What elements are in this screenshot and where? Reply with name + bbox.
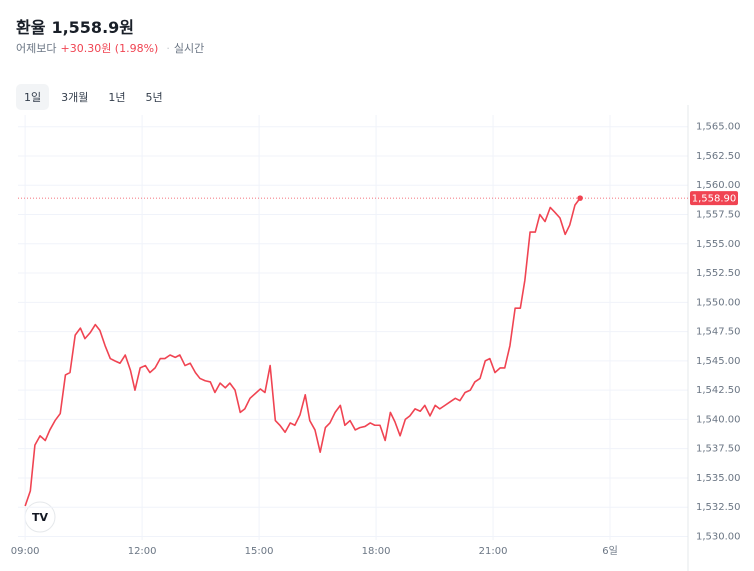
y-tick-label: 1,537.50 <box>696 444 741 455</box>
y-tick-label: 1,562.50 <box>696 151 741 162</box>
svg-text:TV: TV <box>32 511 49 524</box>
x-tick-label: 09:00 <box>11 546 40 557</box>
mode: 실시간 <box>173 42 205 55</box>
y-tick-label: 1,555.00 <box>696 239 741 250</box>
subtitle: 어제보다 +30.30원 (1.98%) · 실시간 <box>16 42 205 55</box>
change: +30.30원 (1.98%) <box>60 42 159 55</box>
header: 환율 1,558.9원 <box>16 14 140 38</box>
title: 환율 <box>16 18 46 37</box>
range-tab[interactable]: 3개월 <box>61 91 89 104</box>
subtitle-prefix: 어제보다 <box>16 42 57 55</box>
grid <box>18 115 688 540</box>
y-tick-label: 1,532.50 <box>696 502 741 513</box>
last-point <box>577 195 583 201</box>
last-value-label: 1,558.90 <box>692 194 737 205</box>
x-tick-label: 6일 <box>602 545 618 557</box>
x-tick-label: 18:00 <box>362 546 391 557</box>
price-line <box>24 197 581 507</box>
y-tick-label: 1,550.00 <box>696 297 741 308</box>
x-tick-label: 12:00 <box>128 546 157 557</box>
y-tick-label: 1,545.00 <box>696 356 741 367</box>
y-tick-label: 1,540.00 <box>696 414 741 425</box>
y-tick-label: 1,542.50 <box>696 385 741 396</box>
y-tick-label: 1,547.50 <box>696 327 741 338</box>
y-tick-label: 1,530.00 <box>696 531 741 542</box>
y-tick-label: 1,552.50 <box>696 268 741 279</box>
y-tick-label: 1,535.00 <box>696 473 741 484</box>
x-tick-label: 15:00 <box>245 546 274 557</box>
y-tick-label: 1,565.00 <box>696 122 741 133</box>
range-tab[interactable]: 1년 <box>108 91 126 104</box>
price: 1,558.9원 <box>51 18 134 37</box>
y-tick-label: 1,560.00 <box>696 180 741 191</box>
last-value-badge <box>690 191 738 206</box>
range-tab[interactable]: 5년 <box>145 91 163 104</box>
tabs: 1일 3개월 1년 5년 <box>16 84 171 110</box>
tv-logo: TV <box>24 501 56 533</box>
x-tick-label: 21:00 <box>479 546 508 557</box>
y-tick-label: 1,557.50 <box>696 210 741 221</box>
range-tab[interactable]: 1일 <box>16 84 50 110</box>
